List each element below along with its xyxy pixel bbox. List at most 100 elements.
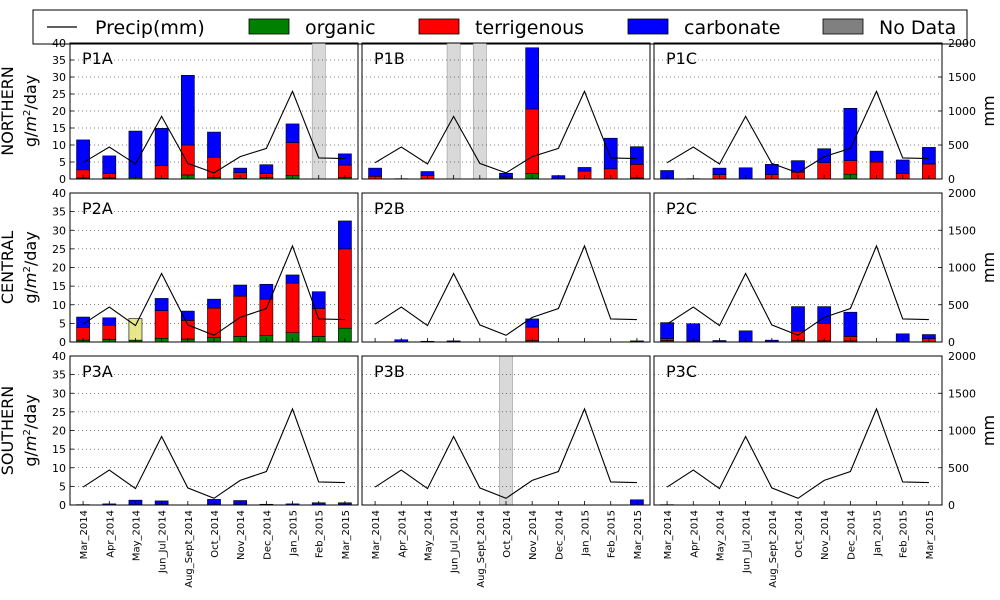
x-tick-label: Jan_2015 — [873, 510, 884, 557]
bar-terrigenous — [154, 310, 169, 339]
y2-tick-label: 2000 — [948, 187, 976, 200]
bar-terrigenous — [311, 308, 326, 337]
panel-P3A: P3A 0 5 10 15 20 25 30 35 40 Mar_2014 Apr_2014 May_2… — [52, 350, 359, 588]
bar-carbonate — [660, 170, 674, 179]
y-tick-label: 40 — [52, 350, 66, 363]
legend-swatch-3 — [627, 18, 669, 35]
panel-P1A: P1A 0 5 10 15 20 25 30 35 40 — [52, 37, 359, 186]
legend: Precip(mm) organic terrigenous carbonate No … — [32, 9, 968, 45]
x-tick-label: Jun_Jul_2014 — [742, 510, 753, 574]
y-tick-label: 35 — [52, 206, 66, 219]
y-tick-label: 10 — [52, 462, 66, 475]
legend-label-2: terrigenous — [475, 17, 584, 39]
bar-carbonate — [660, 322, 674, 339]
y-tick-label: 15 — [52, 280, 66, 293]
precip-line — [374, 89, 637, 174]
panel-P2A: P2A 0 5 10 15 20 25 30 35 40 — [52, 187, 359, 349]
bar-carbonate — [76, 316, 90, 328]
right-axis-label: mm — [979, 95, 998, 126]
panel-P2B: P2B — [361, 192, 651, 343]
bar-carbonate — [102, 155, 117, 174]
x-tick-label: May_2014 — [423, 510, 434, 561]
y2-tick-label: 1500 — [948, 387, 976, 400]
panel-plot-area — [654, 59, 942, 179]
panel-label: P3A — [82, 362, 113, 381]
x-tick-label: Aug_Sept_2014 — [476, 510, 487, 588]
bar-carbonate — [712, 167, 727, 175]
x-tick-label: Apr_2014 — [689, 510, 700, 558]
row-label: CENTRAL — [0, 231, 17, 304]
y2-tick-label: 1000 — [948, 105, 976, 118]
y-tick-label: 20 — [52, 425, 66, 438]
bar-carbonate — [922, 147, 936, 165]
y2-tick-label: 1500 — [948, 71, 976, 84]
bar-terrigenous — [207, 156, 221, 178]
bar-carbonate — [259, 164, 274, 174]
bar-carbonate — [338, 153, 352, 166]
x-tick-label: Oct_2014 — [210, 510, 221, 558]
precip-line — [374, 407, 637, 499]
bar-carbonate — [630, 146, 644, 165]
bar-carbonate — [207, 131, 221, 158]
bar-terrigenous — [285, 282, 300, 333]
y-tick-label: 10 — [52, 299, 66, 312]
bar-carbonate — [180, 310, 195, 321]
y-tick-label: 5 — [59, 156, 66, 169]
bar-carbonate — [791, 306, 805, 332]
y-tick-label: 30 — [52, 224, 66, 237]
x-tick-label: May_2014 — [131, 510, 142, 561]
x-tick-label: Mar_2015 — [925, 510, 936, 559]
y-tick-label: 25 — [52, 243, 66, 256]
bar-carbonate — [180, 75, 195, 146]
bar-carbonate — [233, 167, 248, 173]
legend-label-3: carbonate — [684, 17, 780, 39]
bar-terrigenous — [180, 144, 195, 176]
bar-carbonate — [207, 298, 221, 309]
precip-line — [666, 244, 929, 336]
precip-line — [82, 244, 345, 336]
precip-line — [374, 244, 637, 336]
bar-carbonate — [764, 164, 779, 175]
y-tick-label: 0 — [59, 173, 66, 186]
y-tick-label: 15 — [52, 443, 66, 456]
bar-carbonate — [895, 159, 910, 174]
y-tick-label: 20 — [52, 262, 66, 275]
x-tick-label: Mar_2015 — [633, 510, 644, 559]
panel-P1C: P1C 0 500 1000 1500 2000 — [653, 37, 976, 186]
panel-P1B: P1B — [361, 42, 651, 180]
x-tick-label: Oct_2014 — [794, 510, 805, 558]
x-tick-label: Apr_2014 — [397, 510, 408, 558]
panel-plot-area — [654, 211, 942, 342]
y-tick-label: 5 — [59, 317, 66, 330]
precip-line — [666, 89, 929, 174]
x-tick-label: Jun_Jul_2014 — [450, 510, 461, 574]
panel-plot-area — [654, 374, 942, 505]
bar-carbonate — [843, 107, 858, 161]
legend-frame — [32, 9, 968, 45]
bar-terrigenous — [259, 298, 274, 336]
y2-tick-label: 0 — [948, 499, 955, 512]
x-tick-label: Jan_2015 — [289, 510, 300, 557]
bar-carbonate — [233, 284, 248, 297]
bar-terrigenous — [285, 142, 300, 176]
x-tick-label: Aug_Sept_2014 — [768, 510, 779, 588]
panel-plot-area — [70, 211, 358, 342]
y-tick-label: 40 — [52, 187, 66, 200]
legend-label-0: Precip(mm) — [95, 17, 205, 39]
y-tick-label: 30 — [52, 387, 66, 400]
y-tick-label: 30 — [52, 71, 66, 84]
x-tick-label: Aug_Sept_2014 — [184, 510, 195, 588]
left-axis-label: g/m2/day — [21, 394, 40, 466]
left-axis-label: g/m2/day — [21, 75, 40, 147]
x-tick-label: Jan_2015 — [581, 510, 592, 557]
y2-tick-label: 1000 — [948, 425, 976, 438]
bar-carbonate — [525, 318, 540, 328]
y2-tick-label: 1500 — [948, 224, 976, 237]
panel-label: P3C — [666, 362, 697, 381]
y-tick-label: 25 — [52, 88, 66, 101]
x-tick-label: May_2014 — [715, 510, 726, 561]
bar-carbonate — [869, 150, 884, 163]
x-tick-label: Nov_2014 — [528, 510, 539, 560]
